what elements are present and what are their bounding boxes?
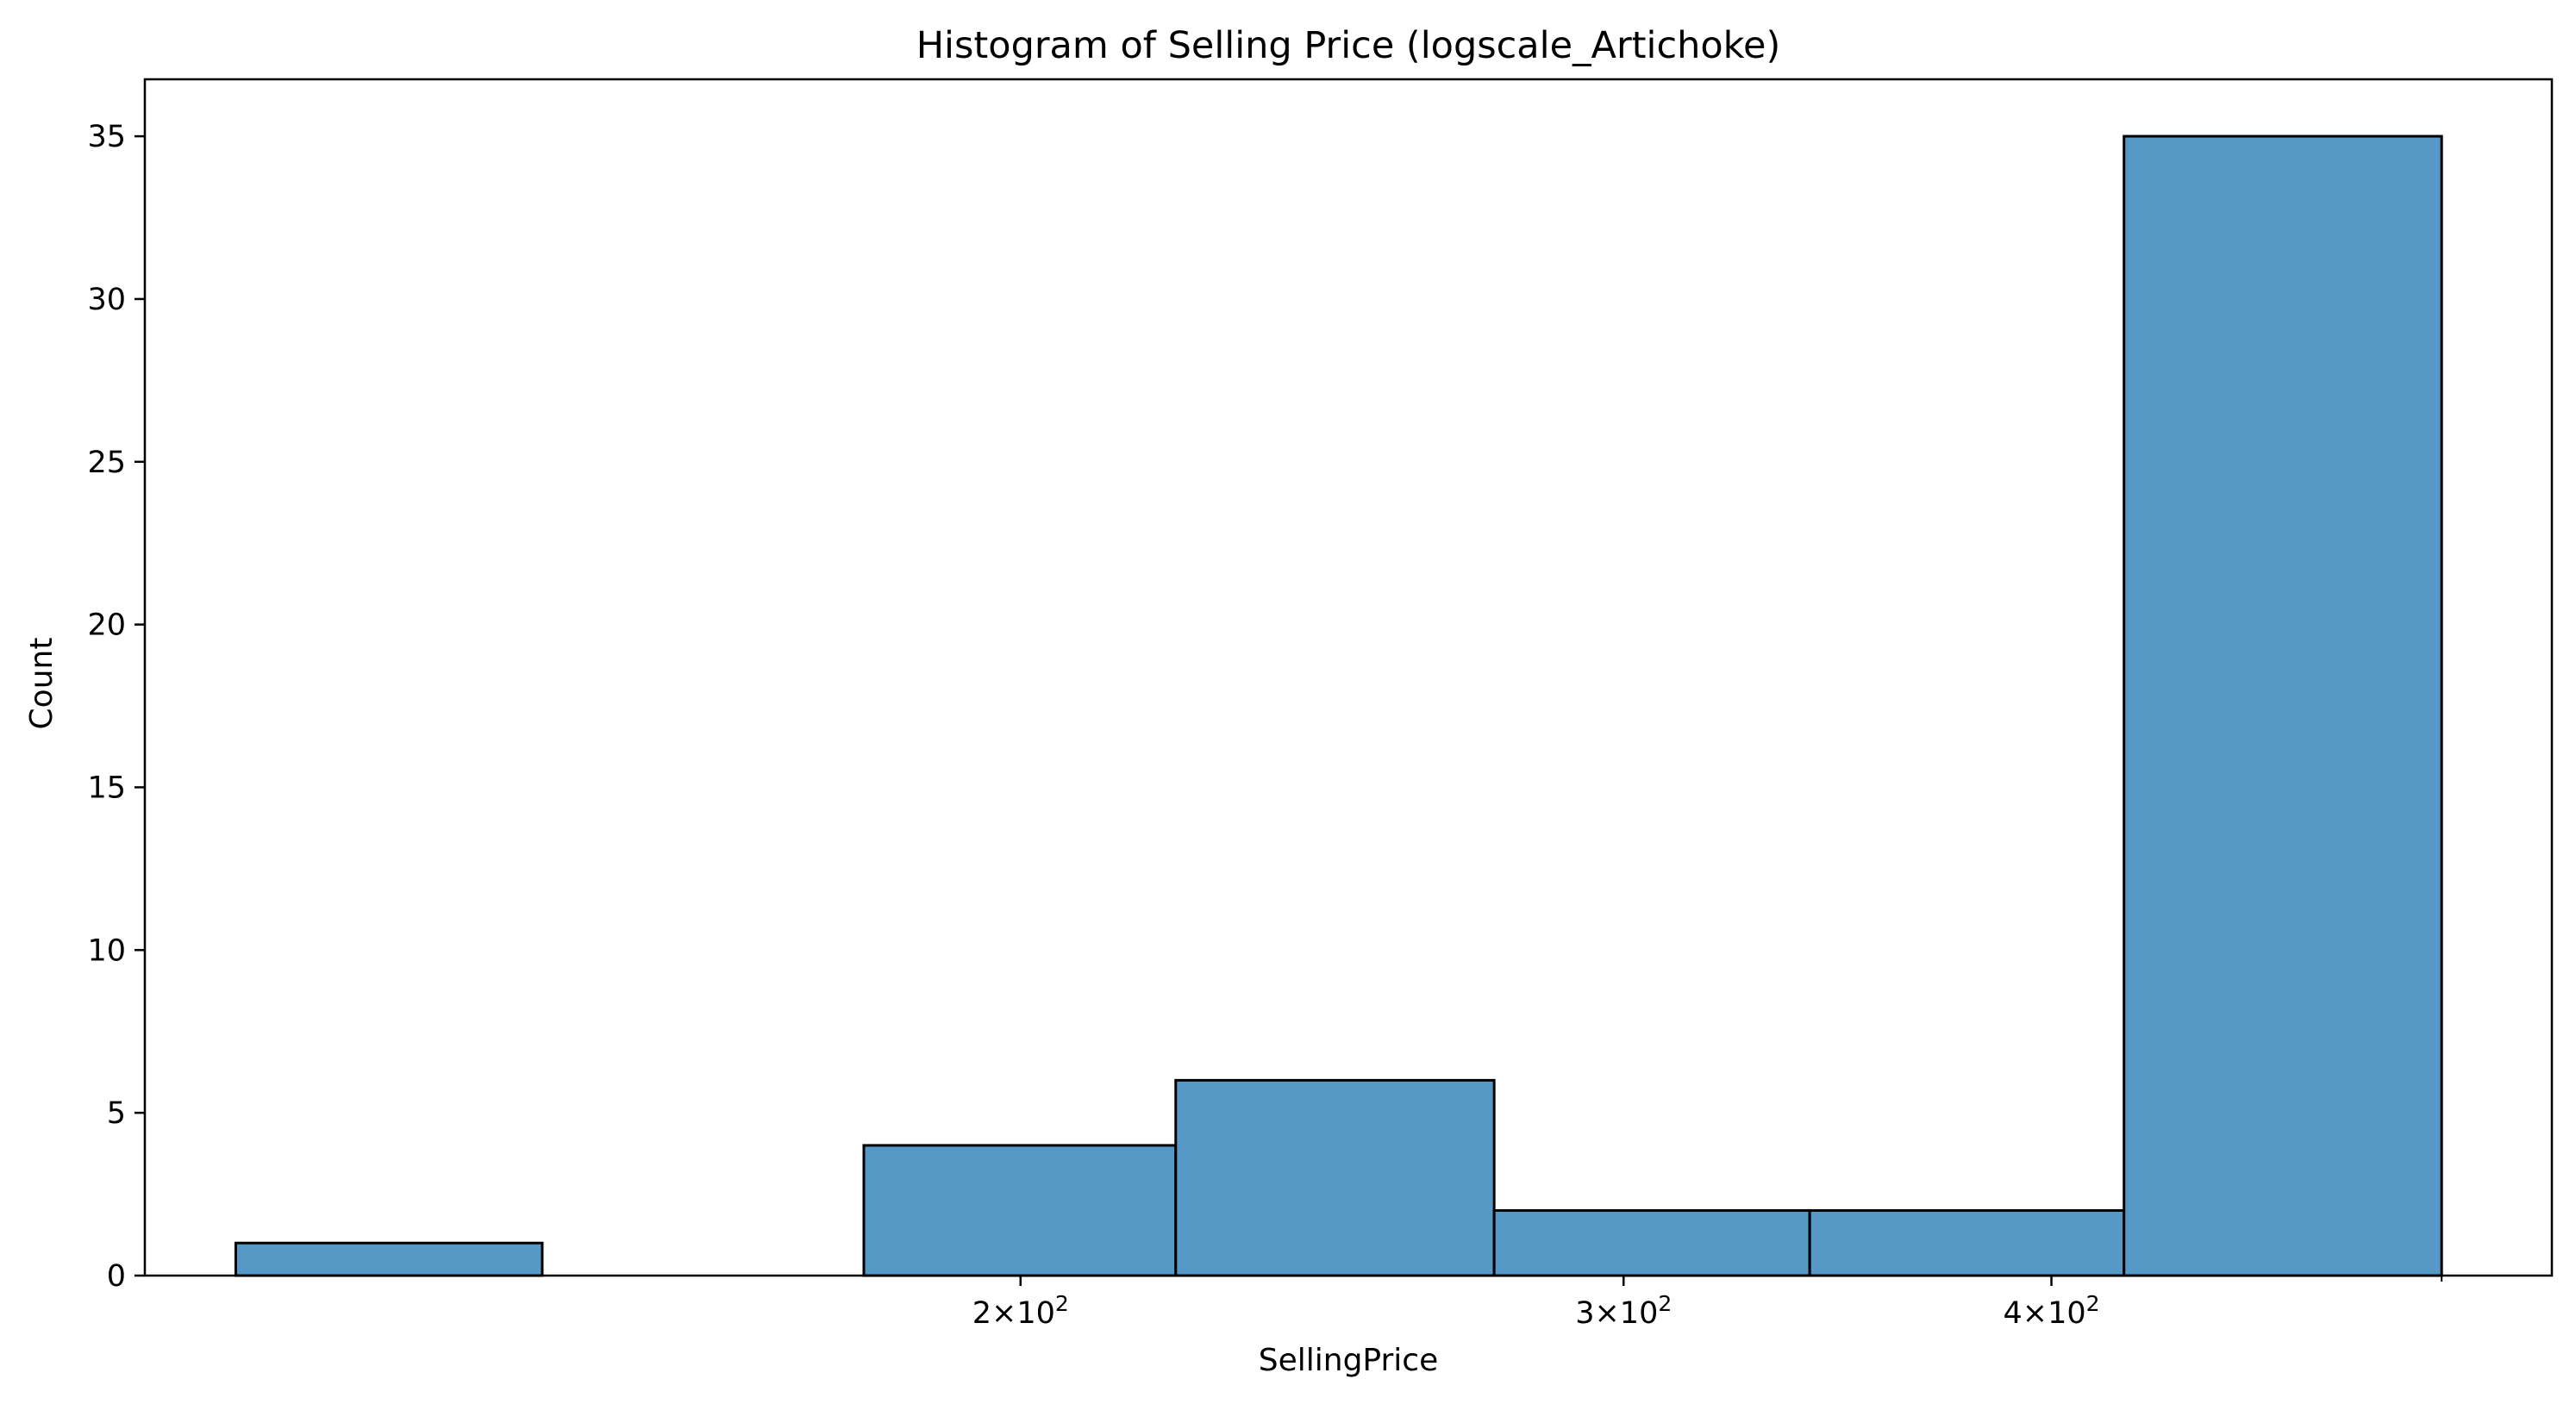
ticks-layer: 0 5 10 15 20 25 30 35 2×102 3×102 4×102 [87,120,2443,1331]
x-tick-label-1: 3×102 [1575,1291,1672,1331]
bars-layer [234,134,2443,1277]
histogram-bar-4 [1492,1208,1811,1277]
histogram-bar-2 [862,1144,1178,1277]
y-tick-label-5: 25 [87,446,126,480]
x-tick-label-0: 2×102 [972,1291,1069,1331]
y-tick-label-6: 30 [87,283,126,317]
y-axis-label: Count [24,638,59,730]
y-tick-label-4: 20 [87,608,126,643]
y-tick-label-1: 5 [107,1096,126,1131]
y-tick-label-7: 35 [87,120,126,154]
x-axis-label: SellingPrice [1259,1343,1439,1378]
y-tick-label-2: 10 [87,933,126,968]
y-tick-label-0: 0 [107,1259,126,1294]
chart-title: Histogram of Selling Price (logscale_Art… [916,24,1781,67]
histogram-bar-6 [2123,134,2443,1277]
plot-frame [143,78,2554,1277]
histogram-bar-0 [234,1241,544,1277]
y-tick-label-3: 15 [87,771,126,805]
histogram-bar-5 [1808,1208,2126,1277]
x-tick-label-2: 4×102 [2004,1291,2100,1331]
histogram-bar-3 [1174,1078,1496,1277]
